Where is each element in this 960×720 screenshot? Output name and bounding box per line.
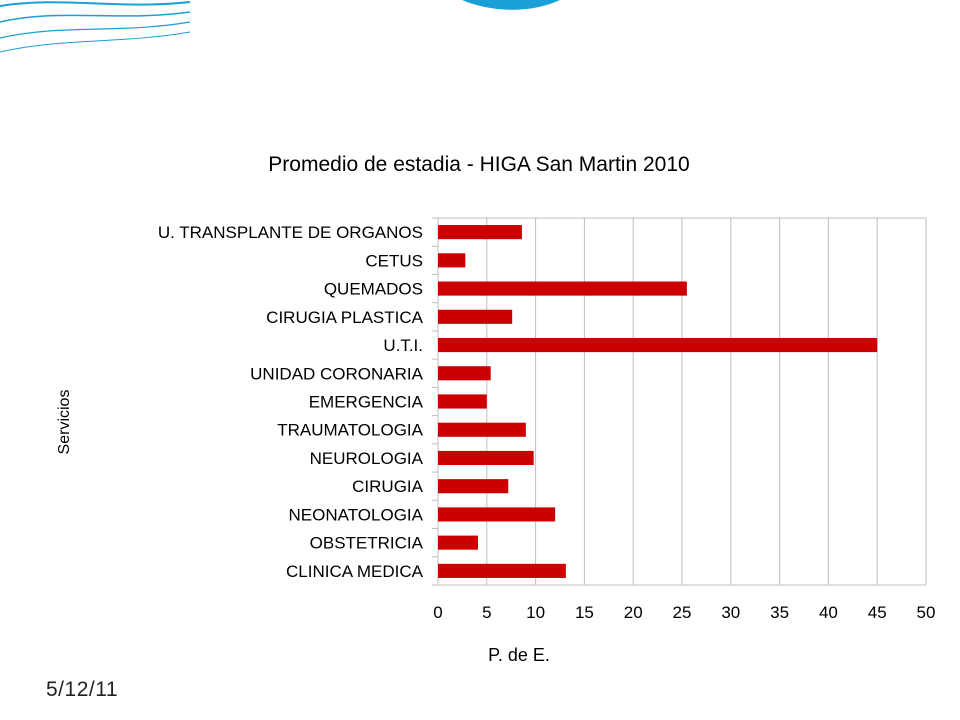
category-label: UNIDAD CORONARIA — [250, 364, 424, 383]
bar — [438, 479, 509, 494]
category-label: U. TRANSPLANTE DE ORGANOS — [158, 223, 423, 242]
x-tick-label: 50 — [917, 603, 936, 622]
x-tick-label: 15 — [575, 603, 594, 622]
x-tick-label: 45 — [868, 603, 887, 622]
bars — [438, 225, 878, 578]
x-tick-label: 40 — [819, 603, 838, 622]
x-tick-label: 30 — [721, 603, 740, 622]
category-label: NEONATOLOGIA — [289, 505, 424, 524]
bar — [438, 394, 487, 409]
category-labels: U. TRANSPLANTE DE ORGANOS CETUS QUEMADOS CI… — [158, 223, 424, 581]
wave-line-1 — [0, 1, 191, 7]
wave-shape-center — [462, 0, 560, 10]
bar — [438, 450, 534, 466]
bar — [438, 563, 566, 578]
category-label: OBSTETRICIA — [310, 534, 424, 553]
bar — [438, 253, 466, 268]
header-wave-decoration — [0, 0, 560, 53]
x-tick-label: 0 — [433, 603, 442, 622]
x-tick-label: 5 — [482, 603, 491, 622]
category-label: QUEMADOS — [324, 280, 423, 299]
gridlines — [432, 217, 927, 586]
category-label: NEUROLOGIA — [310, 449, 424, 468]
x-tick-label: 20 — [624, 603, 643, 622]
bar — [438, 366, 491, 381]
category-label: TRAUMATOLOGIA — [277, 421, 423, 440]
bar — [438, 337, 878, 353]
category-label: CIRUGIA — [352, 477, 424, 496]
chart-title: Promedio de estadia - HIGA San Martin 20… — [268, 153, 689, 176]
footer-date: 5/12/11 — [46, 678, 119, 701]
bar — [438, 281, 687, 296]
x-tick-labels: 0 5 10 15 20 25 30 35 40 45 50 — [433, 603, 935, 622]
bar — [438, 309, 513, 324]
bar — [438, 535, 479, 550]
category-label: EMERGENCIA — [309, 393, 424, 412]
wave-line-2 — [0, 11, 191, 23]
wave-line-3 — [0, 21, 191, 39]
category-label: CETUS — [365, 251, 423, 270]
wave-line-4 — [0, 31, 191, 53]
category-label: CLINICA MEDICA — [286, 562, 424, 581]
bar — [438, 507, 556, 522]
x-tick-label: 10 — [526, 603, 545, 622]
bar — [438, 422, 526, 437]
x-axis-label: P. de E. — [488, 645, 550, 665]
y-axis-label: Servicios — [56, 390, 73, 455]
bar — [438, 225, 522, 240]
category-label: U.T.I. — [383, 336, 423, 355]
category-label: CIRUGIA PLASTICA — [266, 308, 423, 327]
x-tick-label: 25 — [673, 603, 692, 622]
x-tick-label: 35 — [770, 603, 789, 622]
